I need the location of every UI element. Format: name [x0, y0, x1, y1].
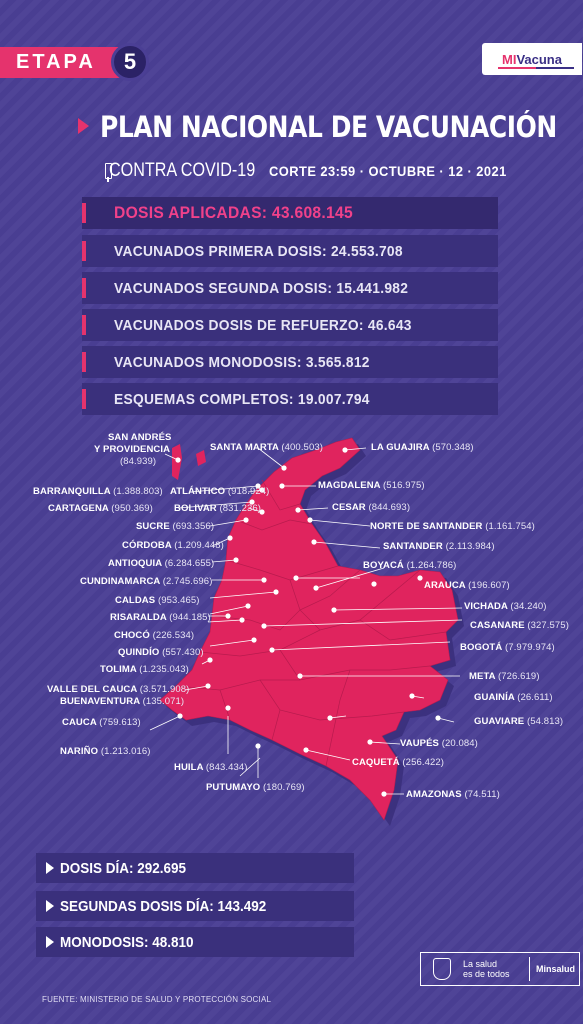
label-vaupes: VAUPÉS (20.084)	[400, 738, 478, 749]
label-norte-de-santander: NORTE DE SANTANDER (1.161.754)	[370, 521, 535, 532]
label-boyaca: BOYACÁ (1.264.786)	[363, 560, 457, 571]
logo-separator	[529, 957, 530, 981]
minsalud-logo: La salud es de todos Minsalud	[420, 952, 580, 986]
department-borders	[175, 479, 447, 767]
stat-dosis-dia: DOSIS DÍA: 292.695	[36, 853, 354, 883]
label-cartagena: CARTAGENA (950.369)	[48, 503, 153, 514]
stat-dosis-aplicadas: DOSIS APLICADAS: 43.608.145	[82, 197, 498, 229]
label-providencia: Y PROVIDENCIA	[94, 444, 171, 455]
label-meta: META (726.619)	[469, 671, 540, 682]
providencia-island	[196, 450, 206, 466]
label-antioquia: ANTIOQUIA (6.284.655)	[108, 558, 215, 569]
label-cundinamarca: CUNDINAMARCA (2.745.696)	[80, 576, 213, 587]
stat-monodosis: VACUNADOS MONODOSIS: 3.565.812	[82, 346, 498, 378]
logo-underline	[498, 67, 574, 69]
logo-vacuna-text: Vacuna	[516, 51, 562, 67]
stat-primera-dosis: VACUNADOS PRIMERA DOSIS: 24.553.708	[82, 235, 498, 267]
stat-segundas-dosis-dia: SEGUNDAS DOSIS DÍA: 143.492	[36, 891, 354, 921]
stat-esquemas-completos: ESQUEMAS COMPLETOS: 19.007.794	[82, 383, 498, 415]
logo-mi-text: MI	[502, 51, 517, 67]
label-atlantico: ATLÁNTICO (918.924)	[170, 486, 270, 497]
label-cesar: CESAR (844.693)	[332, 502, 411, 513]
etapa-badge: ETAPA	[0, 47, 122, 78]
stat-refuerzo: VACUNADOS DOSIS DE REFUERZO: 46.643	[82, 309, 498, 341]
label-barranquilla: BARRANQUILLA (1.388.803)	[33, 486, 163, 497]
label-amazonas: AMAZONAS (74.511)	[406, 789, 500, 800]
label-valle-del-cauca: VALLE DEL CAUCA (3.571.908)	[47, 684, 190, 695]
label-risaralda: RISARALDA (944.185)	[110, 612, 211, 623]
label-quindio: QUINDÍO (557.430)	[118, 647, 204, 658]
label-guaviare: GUAVIARE (54.813)	[474, 716, 564, 727]
stat-monodosis-dia: MONODOSIS: 48.810	[36, 927, 354, 957]
source-note: FUENTE: MINISTERIO DE SALUD Y PROTECCIÓN…	[42, 995, 272, 1004]
label-casanare: CASANARE (327.575)	[470, 620, 569, 631]
label-magdalena: MAGDALENA (516.975)	[318, 480, 425, 491]
map-dots	[175, 447, 441, 797]
label-arauca: ARAUCA (196.607)	[424, 580, 510, 591]
subtitle-row: CONTRA COVID-19 CORTE 23:59 · OCTUBRE · …	[101, 158, 521, 184]
page-title: PLAN NACIONAL DE VACUNACIÓN	[100, 110, 557, 144]
label-putumayo: PUTUMAYO (180.769)	[206, 782, 305, 793]
label-san-andres-value: (84.939)	[120, 456, 157, 467]
label-sucre: SUCRE (693.356)	[136, 521, 215, 532]
label-la-guajira: LA GUAJIRA (570.348)	[371, 442, 474, 453]
label-narino: NARIÑO (1.213.016)	[60, 746, 151, 757]
etapa-number: 5	[111, 43, 149, 81]
subtitle: CONTRA COVID-19	[109, 160, 256, 181]
label-cordoba: CÓRDOBA (1.209.448)	[122, 540, 224, 551]
label-huila: HUILA (843.434)	[174, 762, 248, 773]
slogan: La salud es de todos	[463, 959, 510, 979]
label-caldas: CALDAS (953.465)	[115, 595, 200, 606]
label-guainia: GUAINÍA (26.611)	[474, 692, 553, 703]
label-bolivar: BOLIVAR (831.236)	[174, 503, 262, 514]
label-bogota: BOGOTÁ (7.979.974)	[460, 642, 555, 653]
colombia-map: SAN ANDRÉS Y PROVIDENCIA (84.939) SANTA …	[0, 420, 583, 840]
label-cauca: CAUCA (759.613)	[62, 717, 141, 728]
label-choco: CHOCÓ (226.534)	[114, 630, 195, 641]
cutoff-date: CORTE 23:59 · OCTUBRE · 12 · 2021	[269, 163, 507, 179]
map-svg	[149, 437, 464, 826]
label-caqueta: CAQUETÁ (256.422)	[352, 757, 444, 768]
etapa-label: ETAPA	[16, 51, 96, 73]
label-tolima: TOLIMA (1.235.043)	[100, 664, 189, 675]
label-san-andres: SAN ANDRÉS	[108, 432, 172, 443]
label-santa-marta: SANTA MARTA (400.503)	[210, 442, 323, 453]
leader-lines	[149, 447, 463, 795]
title-arrow-icon	[78, 118, 89, 134]
stat-segunda-dosis: VACUNADOS SEGUNDA DOSIS: 15.441.982	[82, 272, 498, 304]
label-buenaventura: BUENAVENTURA (135.071)	[60, 696, 185, 707]
label-santander: SANTANDER (2.113.984)	[383, 541, 495, 552]
label-vichada: VICHADA (34.240)	[464, 601, 547, 612]
ministry-name: Minsalud	[536, 964, 576, 974]
coat-of-arms-icon	[427, 956, 455, 982]
mivacuna-logo: MI Vacuna	[482, 43, 582, 75]
map-mainland	[159, 437, 459, 821]
